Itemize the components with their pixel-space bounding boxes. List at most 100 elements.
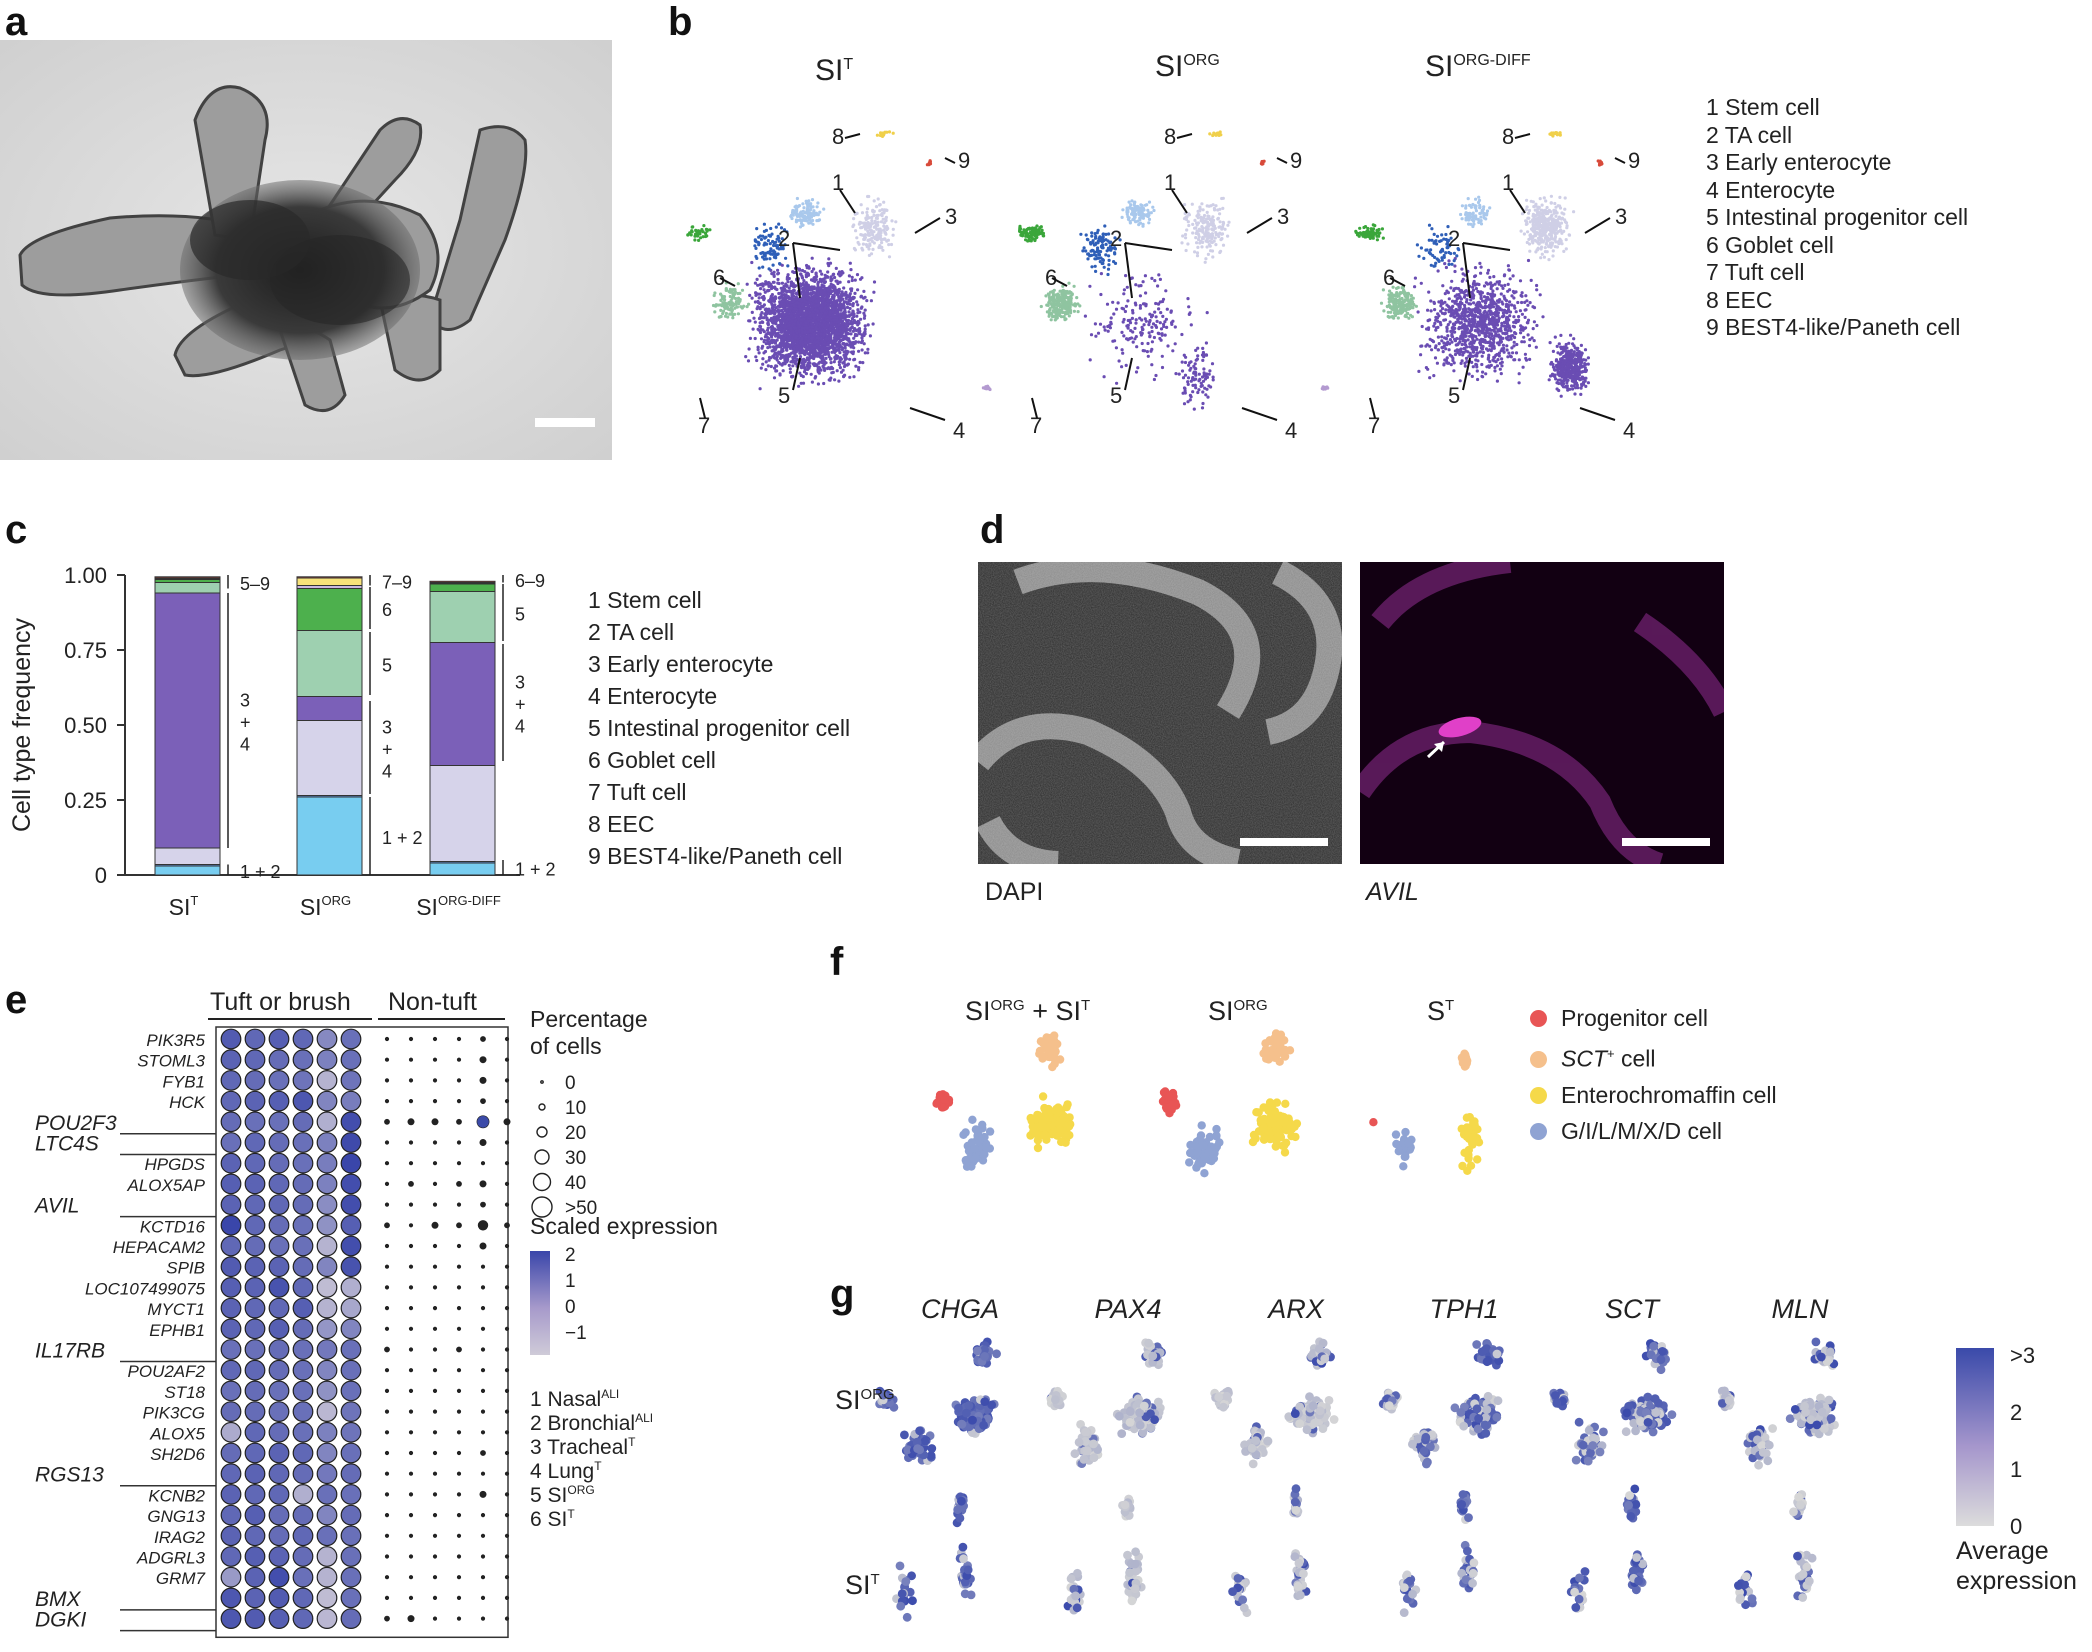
umap-point-stem (791, 208, 795, 213)
umap-point-enterocyte (781, 369, 785, 373)
umap-point-enterocyte (1183, 373, 1188, 377)
umap-point-enterocyte (801, 342, 805, 346)
umap-point-stem (1132, 213, 1136, 217)
umap-point-enterocyte (785, 299, 789, 304)
umap-point-enterocyte (797, 298, 802, 302)
umap-point-enterocyte (776, 277, 780, 282)
umap-point-enterocyte (1507, 351, 1511, 355)
umap-point-enterocyte (1197, 388, 1201, 392)
umap-point-enterocyte (819, 290, 823, 294)
umap-point-enterocyte (772, 327, 776, 331)
umap-point-enterocyte (755, 358, 759, 363)
umap-point-early-enterocyte (1186, 242, 1190, 246)
umap-point-enterocyte (1194, 386, 1198, 390)
umap-point-ta (1104, 242, 1108, 246)
umap-point-ta (786, 264, 790, 268)
umap-point-stem (1139, 203, 1143, 207)
umap-point-enterocyte (1463, 361, 1467, 365)
umap-point-enterocyte (1205, 387, 1209, 391)
umap-point-progenitor (1052, 288, 1056, 292)
umap-point-enterocyte (847, 322, 852, 326)
umap-point-enterocyte (849, 319, 853, 323)
umap-point-enterocyte (800, 361, 804, 365)
umap-point-stem (1146, 208, 1150, 212)
umap-cluster-number: 8 (832, 124, 844, 149)
umap-point-enterocyte (1486, 315, 1490, 319)
umap-point-enterocyte (1157, 307, 1161, 311)
umap-point-enterocyte (1151, 322, 1156, 326)
umap-point-enterocyte (748, 336, 752, 340)
umap-point-progenitor (1058, 305, 1062, 309)
umap-point-ta (755, 227, 759, 231)
umap-point-enterocyte (1439, 299, 1444, 303)
umap-point-enterocyte (1489, 284, 1493, 289)
umap-point-enterocyte (830, 305, 834, 309)
umap-point-early-enterocyte (1207, 214, 1211, 219)
umap-point-ta (1084, 233, 1088, 237)
umap-point-enterocyte (1098, 322, 1103, 326)
umap-point-stem (816, 201, 820, 205)
umap-point-early-enterocyte (853, 212, 857, 216)
umap-point-enterocyte (1136, 366, 1140, 370)
umap-point-enterocyte (780, 302, 784, 306)
umap-point-progenitor (738, 291, 742, 295)
umap-point-enterocyte (866, 347, 870, 351)
umap-point-enterocyte (1125, 337, 1129, 341)
umap-point-enterocyte (771, 311, 775, 315)
umap-point-early-enterocyte (1203, 260, 1207, 264)
umap-point-enterocyte (776, 281, 780, 285)
umap-point-early-enterocyte (872, 241, 876, 245)
umap-point-eec (1211, 133, 1215, 138)
umap-point-enterocyte (827, 257, 831, 261)
umap-point-enterocyte (848, 357, 852, 361)
umap-point-ta (1100, 237, 1104, 242)
umap-point-enterocyte (1446, 340, 1450, 344)
umap-point-enterocyte (1476, 301, 1480, 305)
umap-point-enterocyte (852, 375, 856, 379)
umap-point-progenitor (730, 308, 734, 312)
umap-point-enterocyte (803, 287, 808, 291)
umap-point-enterocyte (772, 356, 777, 360)
umap-point-progenitor (1053, 318, 1057, 322)
umap-point-enterocyte (820, 272, 824, 276)
umap-point-enterocyte (781, 343, 785, 347)
umap-point-enterocyte (767, 340, 771, 344)
umap-point-enterocyte (792, 312, 796, 316)
umap-point-enterocyte (1143, 349, 1147, 353)
umap-point-early-enterocyte (859, 226, 863, 230)
umap-point-early-enterocyte (1194, 236, 1198, 240)
umap-point-progenitor (740, 288, 745, 292)
umap-point-early-enterocyte (1205, 210, 1209, 214)
umap-point-progenitor (1076, 310, 1080, 314)
umap-point-early-enterocyte (1195, 221, 1199, 225)
umap-point-enterocyte (773, 295, 777, 299)
umap-point-enterocyte (1111, 339, 1115, 343)
umap-point-enterocyte (1471, 365, 1475, 369)
umap-point-ta (769, 226, 773, 231)
umap-point-enterocyte (1417, 369, 1421, 373)
umap-point-early-enterocyte (876, 220, 880, 224)
umap-point-enterocyte (844, 325, 848, 329)
umap-point-enterocyte (786, 332, 790, 336)
umap-cluster-number: 9 (958, 148, 970, 173)
umap-point-enterocyte (824, 337, 828, 341)
umap-point-enterocyte (811, 318, 815, 322)
umap-point-enterocyte (835, 369, 839, 373)
umap-point-stem (1127, 200, 1131, 204)
umap-point-enterocyte (858, 360, 862, 364)
umap-point-goblet (1031, 230, 1035, 234)
umap-point-enterocyte (1443, 262, 1447, 266)
umap-point-progenitor (731, 316, 735, 320)
umap-point-enterocyte (846, 362, 850, 366)
umap-point-enterocyte (1525, 299, 1529, 303)
umap-point-stem (795, 196, 799, 201)
umap-point-enterocyte (1429, 299, 1433, 303)
umap-point-enterocyte (786, 317, 790, 321)
umap-point-early-enterocyte (1200, 229, 1204, 233)
umap-point-enterocyte (1131, 340, 1135, 344)
umap-point-enterocyte (1120, 365, 1124, 369)
umap-point-enterocyte (1531, 305, 1535, 309)
umap-point-stem (801, 223, 805, 227)
umap-point-enterocyte (801, 290, 805, 294)
